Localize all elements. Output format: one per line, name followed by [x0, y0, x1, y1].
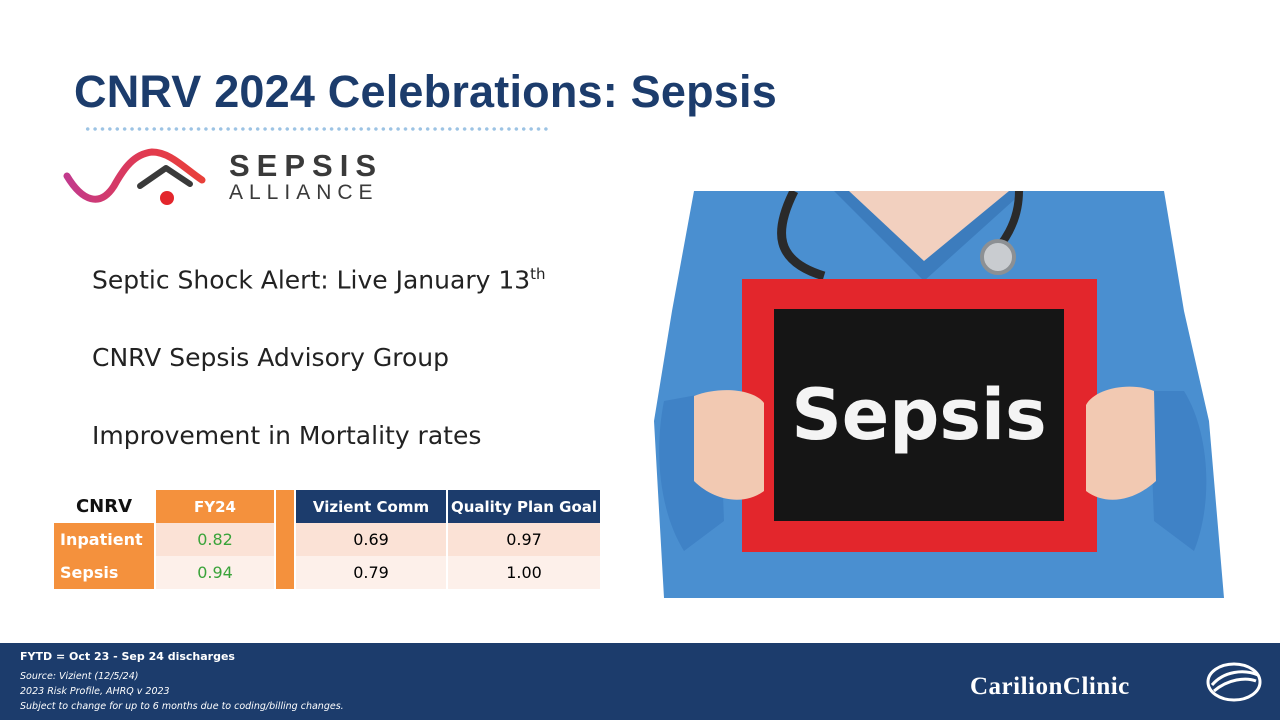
table-header-row: CNRV FY24 Vizient Comm Quality Plan Goal	[54, 490, 600, 523]
footer-source-line: Source: Vizient (12/5/24)	[20, 671, 139, 682]
carilion-clinic-logo: CarilionClinic	[970, 673, 1130, 700]
sepsis-alliance-logo-mark-icon	[63, 148, 206, 205]
header-quality-plan-goal: Quality Plan Goal	[448, 490, 600, 523]
cell-vizient: 0.79	[296, 556, 446, 589]
header-fy24: FY24	[156, 490, 274, 523]
title-dotted-divider	[84, 126, 550, 132]
row-label-sepsis: Sepsis	[54, 556, 154, 589]
footer-disclaimer-line: Subject to change for up to 6 months due…	[20, 701, 344, 712]
footer-risk-profile-line: 2023 Risk Profile, AHRQ v 2023	[20, 686, 170, 697]
row-label-inpatient: Inpatient	[54, 523, 154, 556]
cell-vizient: 0.69	[296, 523, 446, 556]
nurse-holding-sepsis-sign-photo: Sepsis	[624, 191, 1229, 598]
footer-fytd-note: FYTD = Oct 23 - Sep 24 discharges	[20, 650, 235, 663]
logo-word-alliance: ALLIANCE	[229, 181, 379, 204]
sign-text: Sepsis	[791, 374, 1046, 456]
orange-spacer	[276, 556, 294, 589]
orange-spacer	[276, 523, 294, 556]
bullet-advisory-group: CNRV Sepsis Advisory Group	[92, 343, 449, 372]
ordinal-suffix: th	[530, 265, 546, 283]
mortality-table: CNRV FY24 Vizient Comm Quality Plan Goal…	[52, 490, 602, 589]
carilion-swoosh-icon	[1206, 662, 1262, 702]
cell-fy24: 0.94	[156, 556, 274, 589]
table-row: Sepsis 0.94 0.79 1.00	[54, 556, 600, 589]
bullet-septic-shock-alert: Septic Shock Alert: Live January 13th	[92, 265, 546, 295]
slide-title: CNRV 2024 Celebrations: Sepsis	[74, 66, 777, 117]
cell-goal: 0.97	[448, 523, 600, 556]
header-vizient-comm: Vizient Comm	[296, 490, 446, 523]
sepsis-alliance-logo: SEPSIS ALLIANCE	[62, 146, 407, 212]
cell-fy24: 0.82	[156, 523, 274, 556]
logo-word-sepsis: SEPSIS	[229, 148, 383, 183]
table-corner-label: CNRV	[75, 496, 133, 517]
bullet-mortality-rates: Improvement in Mortality rates	[92, 421, 482, 450]
orange-spacer	[276, 490, 294, 523]
cell-goal: 1.00	[448, 556, 600, 589]
footer-bar: FYTD = Oct 23 - Sep 24 discharges Source…	[0, 643, 1280, 720]
table-row: Inpatient 0.82 0.69 0.97	[54, 523, 600, 556]
